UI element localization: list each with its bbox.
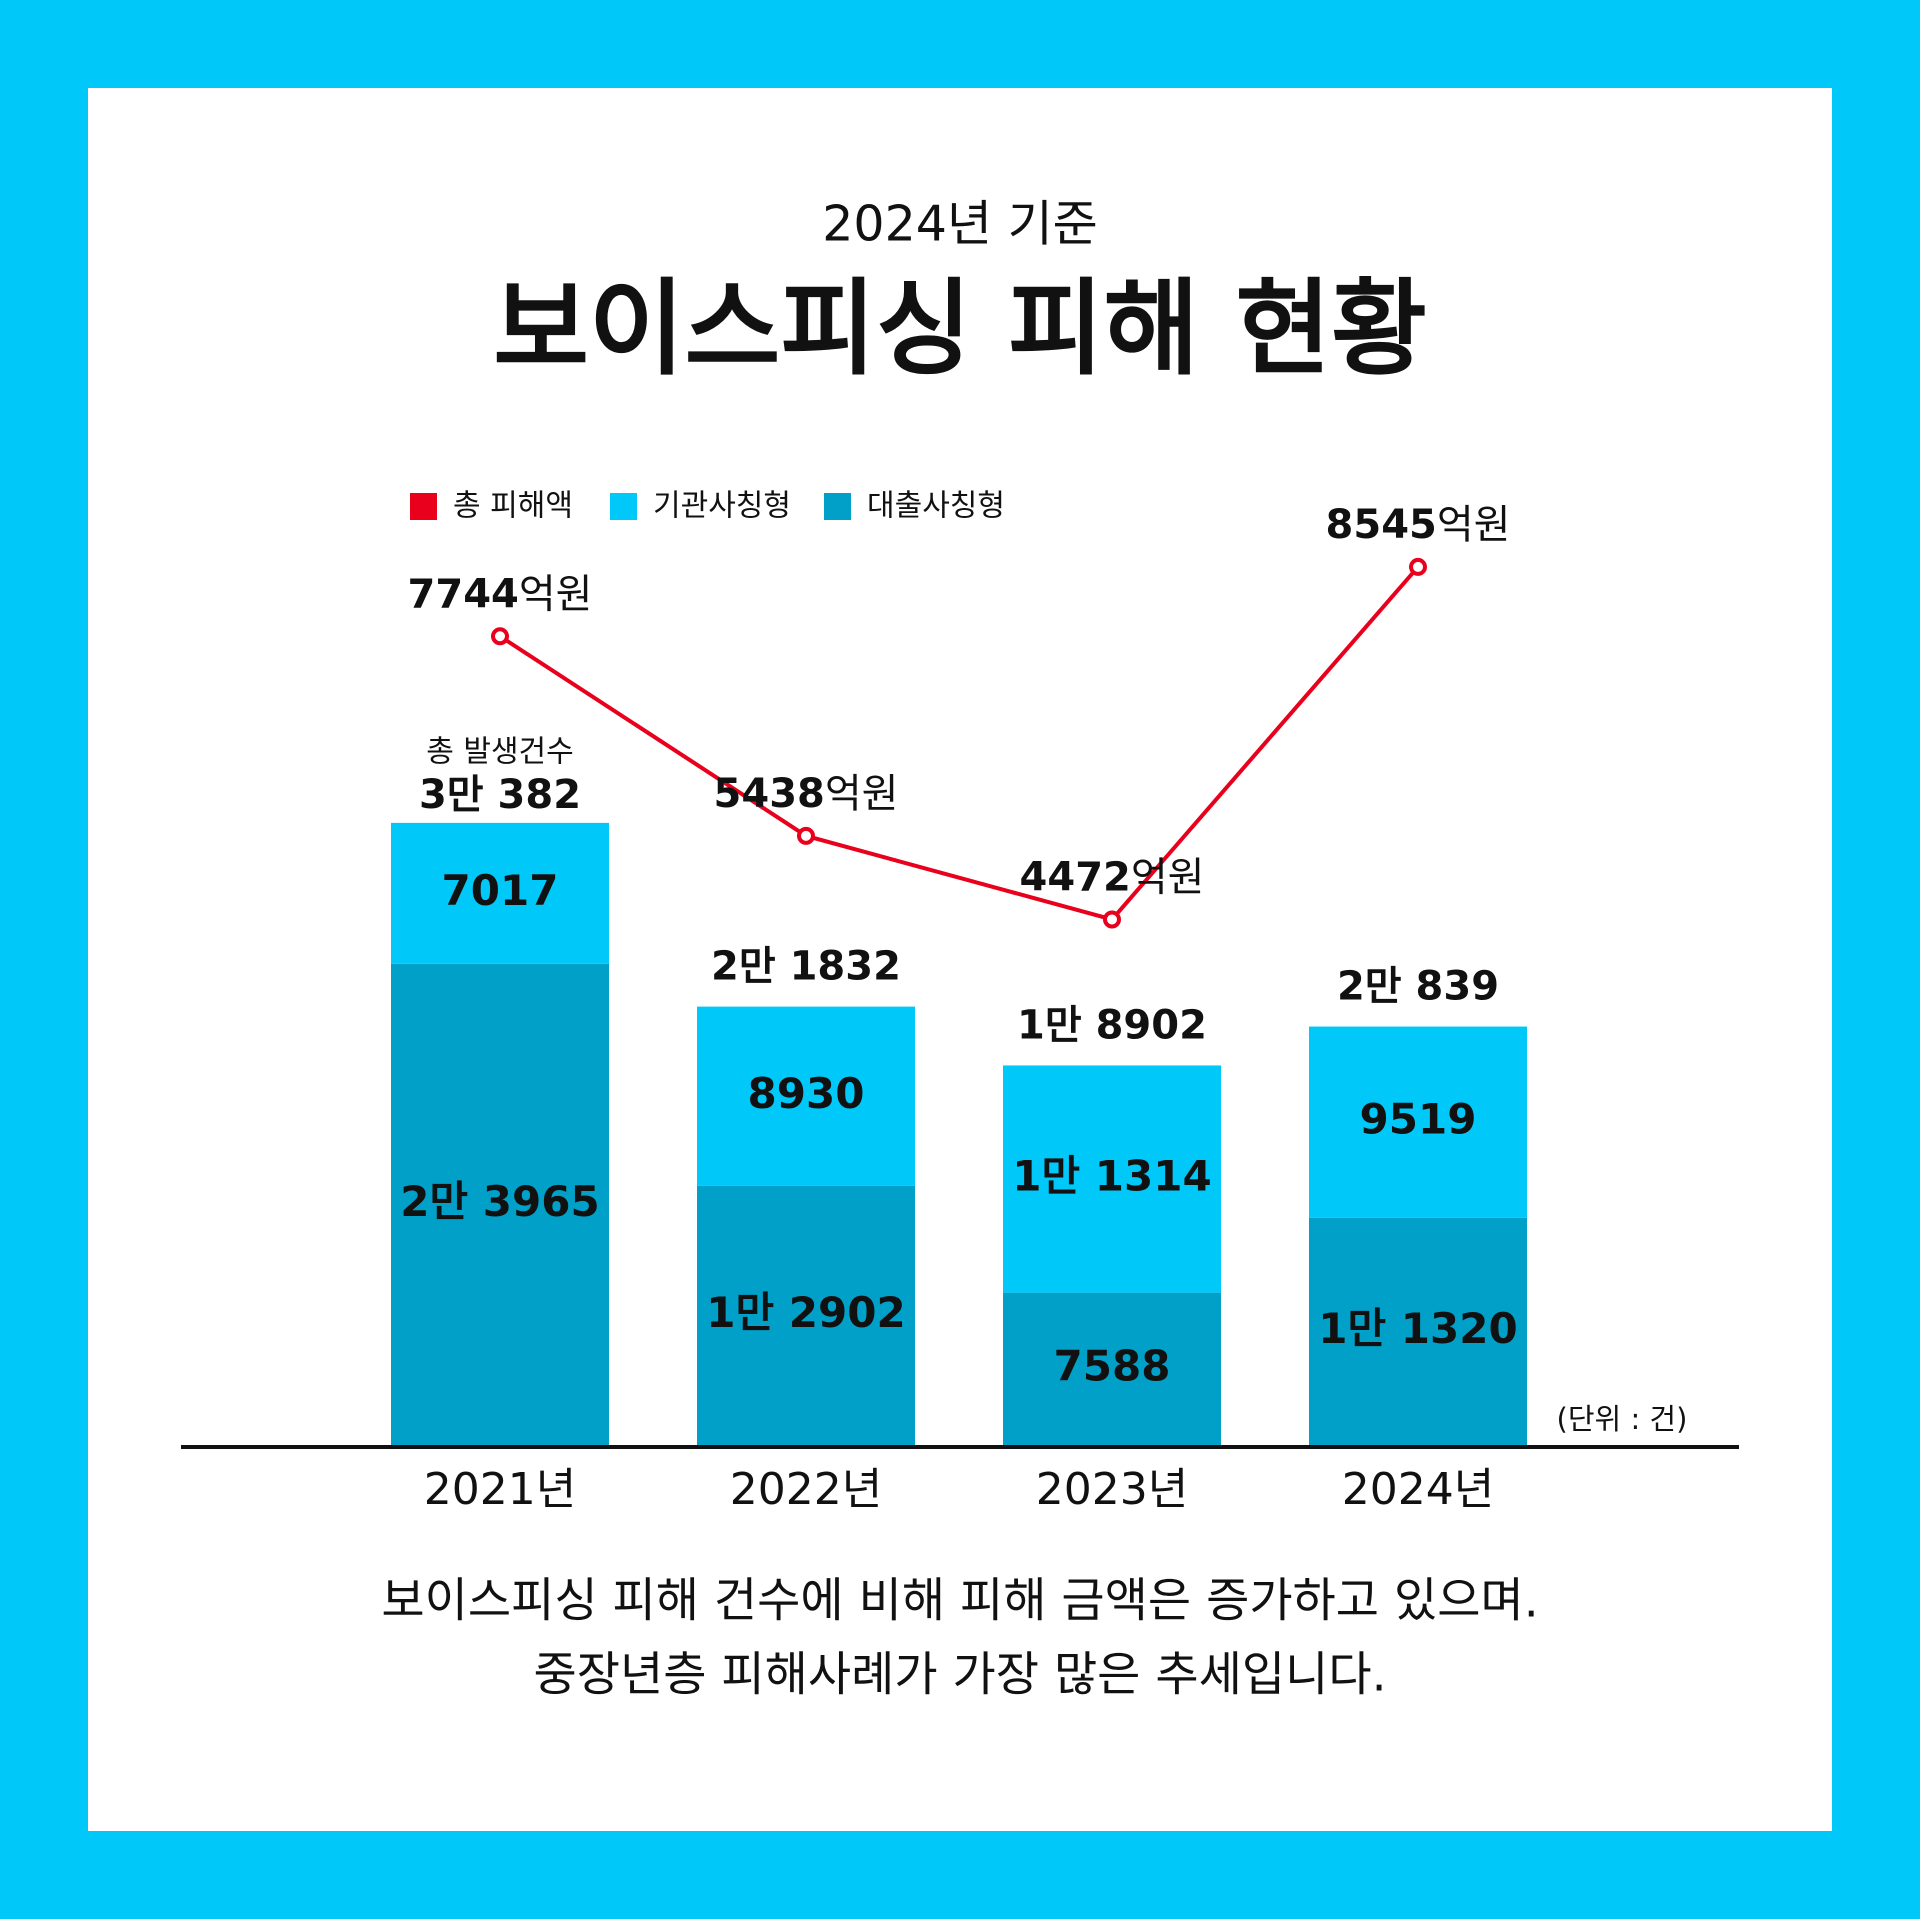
bar-segment xyxy=(697,1185,915,1445)
legend-swatch xyxy=(410,493,437,520)
segment-label: 9519 xyxy=(1360,1095,1477,1144)
chart-subtitle: 2024년 기준 xyxy=(822,196,1098,253)
caption-line: 중장년층 피해사례가 가장 많은 추세입니다. xyxy=(533,1648,1386,1703)
total-name: 총 발생건수 xyxy=(426,734,574,769)
total-label: 2만 1832 xyxy=(711,944,901,990)
line xyxy=(498,565,1420,922)
line-label: 5438억원 xyxy=(714,771,899,817)
legend-label: 총 피해액 xyxy=(453,489,573,524)
x-tick-label: 2023년 xyxy=(1036,1464,1188,1515)
line-point xyxy=(797,826,815,845)
unit-note: (단위 : 건) xyxy=(1557,1402,1688,1436)
panel xyxy=(88,88,1832,1831)
bar-segment xyxy=(1309,1217,1527,1445)
line-point xyxy=(1409,557,1427,576)
total-label: 1만 8902 xyxy=(1017,1002,1207,1048)
legend-label: 기관사칭형 xyxy=(653,489,791,524)
line-label: 8545억원 xyxy=(1326,502,1511,548)
x-tick-label: 2021년 xyxy=(424,1464,576,1515)
bar-segment xyxy=(1003,1065,1221,1293)
segment-label: 7588 xyxy=(1054,1341,1171,1390)
legend-swatch xyxy=(610,493,637,520)
x-tick-label: 2024년 xyxy=(1342,1464,1494,1515)
bar-segment xyxy=(1003,1292,1221,1445)
total-label: 2만 839 xyxy=(1337,964,1499,1010)
chart-title: 보이스피싱 피해 현황 xyxy=(493,267,1427,389)
legend-label: 대출사칭형 xyxy=(867,489,1005,524)
bar-segment xyxy=(391,822,609,964)
total-label: 3만 382 xyxy=(419,772,581,818)
line-label: 7744억원 xyxy=(408,571,593,617)
segment-label: 1만 1314 xyxy=(1012,1152,1211,1201)
segment-label: 1만 2902 xyxy=(706,1288,905,1337)
bar-segment xyxy=(697,1006,915,1186)
bar-segment xyxy=(1309,1026,1527,1218)
segment-label: 8930 xyxy=(748,1069,865,1118)
segment-label: 1만 1320 xyxy=(1318,1304,1517,1353)
x-tick-label: 2022년 xyxy=(730,1464,882,1515)
line-point xyxy=(1103,910,1121,929)
line-label: 4472억원 xyxy=(1020,854,1205,900)
bar-segment xyxy=(391,963,609,1445)
caption-line: 보이스피싱 피해 건수에 비해 피해 금액은 증가하고 있으며. xyxy=(381,1574,1538,1629)
segment-label: 2만 3965 xyxy=(400,1177,599,1226)
legend-swatch xyxy=(824,493,851,520)
segment-label: 7017 xyxy=(442,866,559,915)
line-point xyxy=(491,627,509,646)
